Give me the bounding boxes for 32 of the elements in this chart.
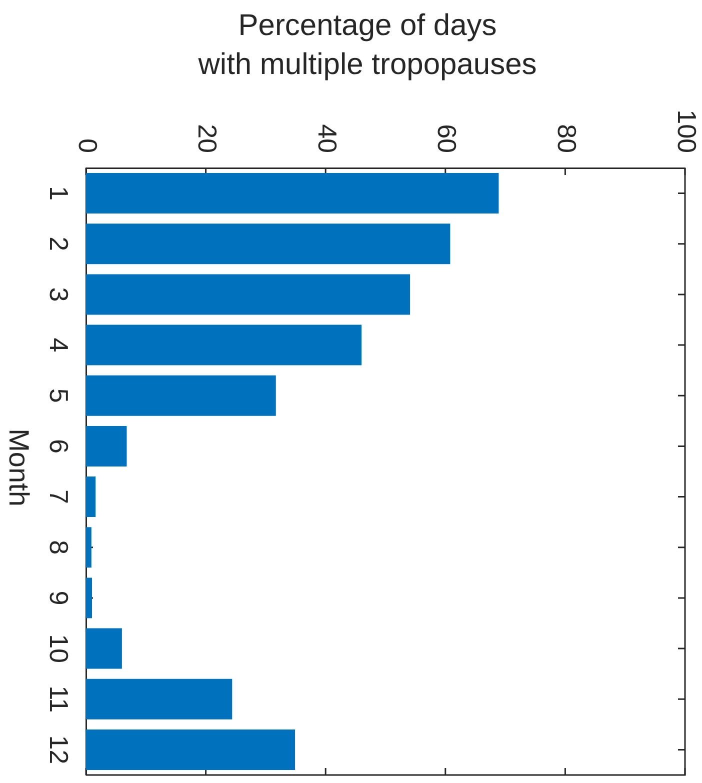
- bar: [86, 324, 362, 366]
- x-tick-label: 40: [312, 124, 342, 153]
- bar: [86, 729, 296, 770]
- y-tick-label: 1: [44, 186, 74, 201]
- bar: [86, 476, 96, 518]
- bar: [86, 173, 499, 214]
- y-tick-label: 7: [44, 490, 74, 504]
- x-tick-label: 80: [552, 124, 582, 153]
- y-axis-title: Month: [3, 428, 34, 506]
- bar: [86, 628, 122, 669]
- y-tick-label: 2: [44, 236, 74, 252]
- y-tick-label: 5: [44, 388, 74, 403]
- x-tick-label: 60: [432, 124, 462, 153]
- bar: [86, 426, 127, 466]
- y-tick-label: 11: [44, 686, 74, 713]
- y-tick-label: 8: [44, 540, 74, 555]
- bar: [86, 375, 276, 416]
- x-tick-label: 100: [672, 110, 702, 153]
- y-tick-label: 3: [44, 287, 74, 302]
- bar: [86, 578, 92, 618]
- y-tick-label: 12: [44, 735, 74, 764]
- y-tick-label: 10: [44, 634, 74, 664]
- bar: [86, 274, 410, 315]
- y-tick-label: 4: [44, 338, 74, 352]
- bar: [86, 527, 92, 568]
- bar: [86, 224, 450, 264]
- x-tick-label: 20: [192, 124, 223, 153]
- y-tick-label: 6: [44, 438, 74, 454]
- y-tick-label: 9: [44, 590, 74, 606]
- x-tick-label: 0: [72, 138, 103, 153]
- chart-title: Percentage of days with multiple tropopauses: [197, 9, 537, 81]
- bar: [86, 678, 232, 720]
